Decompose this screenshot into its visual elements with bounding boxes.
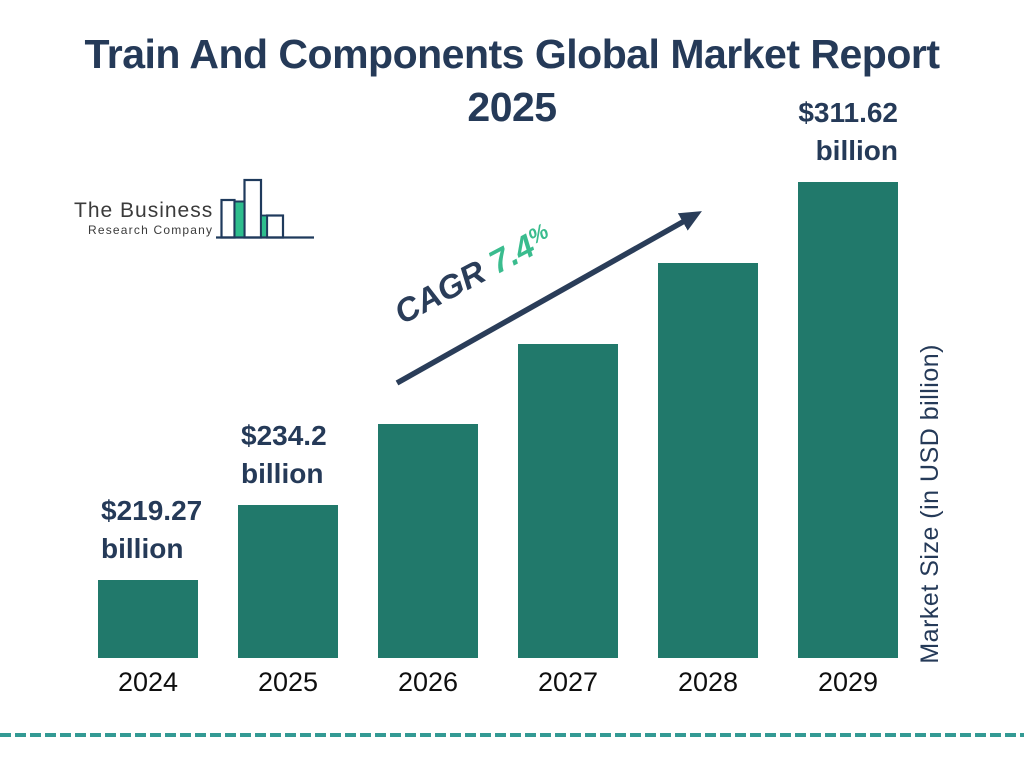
x-tick-2026: 2026	[397, 667, 459, 697]
value-amount: $219.27	[101, 495, 203, 526]
chart-title-line1: Train And Components Global Market Repor…	[84, 31, 941, 77]
bar-2029	[798, 182, 898, 658]
value-amount: $311.62	[798, 97, 898, 128]
bar-2027	[518, 344, 618, 658]
value-label-2024: $219.27 billion	[101, 492, 202, 568]
brand-subtitle: Research Company	[87, 223, 214, 237]
bar-2028	[658, 263, 758, 658]
x-tick-2028: 2028	[677, 667, 739, 697]
brand-logo: The Business Research Company	[74, 176, 315, 240]
brand-logo-text: The Business Research Company	[74, 199, 213, 240]
cagr-text: CAGR	[388, 252, 492, 332]
bar-2024	[98, 580, 198, 658]
bottom-dashed-divider	[0, 733, 1024, 737]
value-unit: billion	[101, 533, 184, 564]
chart-title: Train And Components Global Market Repor…	[0, 28, 1024, 134]
value-label-2025: $234.2 billion	[241, 417, 327, 493]
brand-name: The Business	[74, 199, 214, 222]
x-tick-2025: 2025	[257, 667, 319, 697]
x-tick-2024: 2024	[117, 667, 179, 697]
value-amount: $234.2	[241, 420, 327, 451]
chart-title-line2: 2025	[467, 84, 557, 130]
bar-2025	[238, 505, 338, 658]
value-unit: billion	[241, 458, 324, 489]
x-tick-2027: 2027	[537, 667, 599, 697]
bar-chart-logo-icon	[216, 178, 315, 239]
value-unit: billion	[815, 135, 898, 166]
cagr-value: 7.4%	[482, 218, 553, 281]
bar-2026	[378, 424, 478, 658]
value-label-2029: $311.62 billion	[798, 94, 898, 170]
x-tick-2029: 2029	[817, 667, 879, 697]
y-axis-label: Market Size (in USD billion)	[916, 344, 944, 664]
cagr-label: CAGR7.4%	[388, 218, 558, 332]
